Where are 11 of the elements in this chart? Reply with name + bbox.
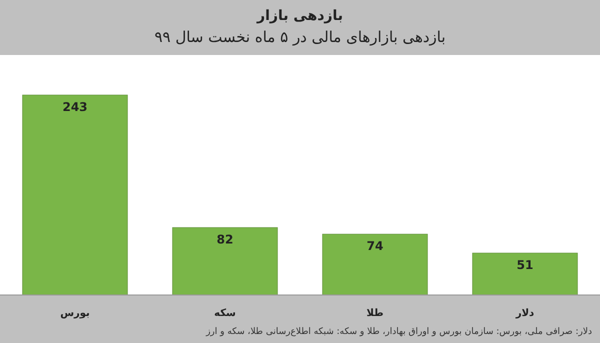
data-label: 74 bbox=[366, 239, 384, 254]
title: بازدهی بازار bbox=[257, 8, 343, 24]
data-label: 82 bbox=[216, 232, 234, 247]
x-tick-label: دلار bbox=[514, 308, 534, 319]
x-tick-label: طلا bbox=[366, 308, 384, 319]
text: دلار: صرافی ملی، بورس: سازمان بورس و اوراق بهادار، طلا و سکه: شبکه اطلاع‌رسانی طلا، سکه و ارز bbox=[205, 327, 592, 337]
subtitle: بازدهی بازارهای مالی در ۵ ماه نخست سال ۹۹ bbox=[154, 28, 446, 46]
x-tick-label: سکه bbox=[214, 308, 236, 319]
data-label: 51 bbox=[516, 258, 534, 272]
data-label: 243 bbox=[62, 100, 88, 114]
x-tick-label: بورس bbox=[60, 308, 90, 319]
